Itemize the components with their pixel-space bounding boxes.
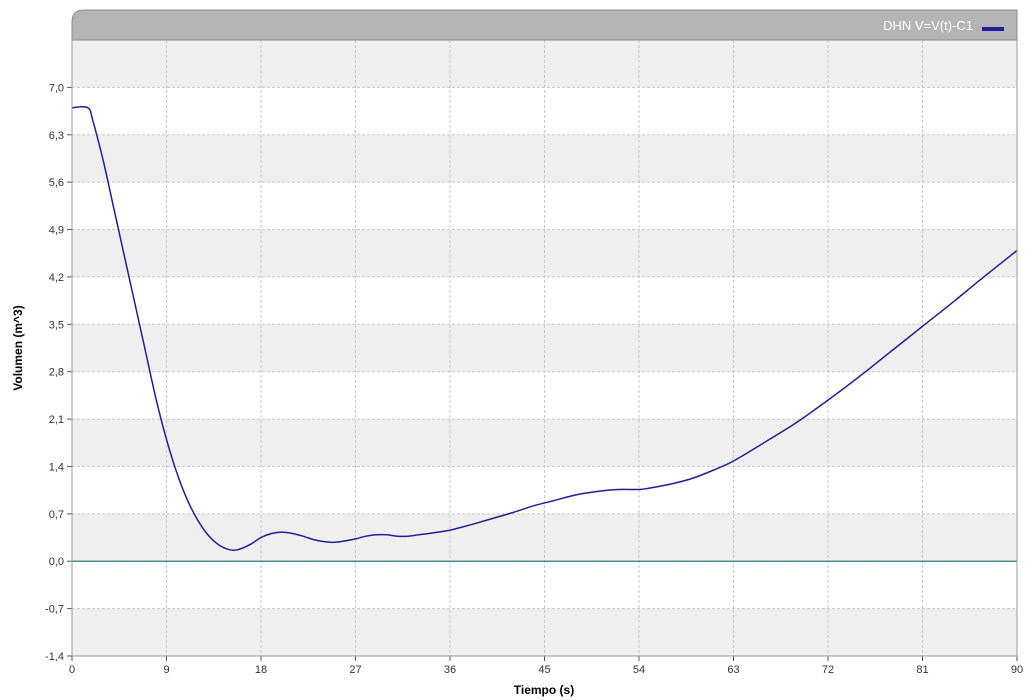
x-tick-label: 63	[727, 664, 739, 676]
y-tick-label: -0,7	[45, 604, 64, 616]
y-tick-label: 7,0	[49, 82, 64, 94]
x-tick-label: 36	[444, 664, 456, 676]
x-tick-label: 90	[1011, 664, 1023, 676]
y-tick-labels: -1,4 -0,7 0,0 0,7 1,4 2,1 2,8 3,5 4,2 4,9 5,6 6,3 7,…	[45, 82, 64, 663]
x-tick-label: 18	[255, 664, 267, 676]
x-tick-label: 81	[916, 664, 928, 676]
legend-label: DHN V=V(t)-C1	[883, 18, 973, 33]
y-tick-label: 6,3	[49, 130, 64, 142]
x-tick-label: 9	[163, 664, 169, 676]
y-tick-label: -1,4	[45, 651, 64, 663]
y-tick-label: 2,8	[49, 367, 64, 379]
series-layer	[71, 105, 1018, 562]
x-tick-label: 72	[822, 664, 834, 676]
x-tick-label: 27	[349, 664, 361, 676]
x-tick-label: 0	[69, 664, 75, 676]
legend-swatch	[982, 27, 1004, 31]
series-line	[71, 105, 1018, 552]
y-tick-label: 4,9	[49, 225, 64, 237]
legend-header	[71, 9, 1018, 41]
y-tick-label: 1,4	[49, 461, 64, 473]
y-axis-title: Volumen (m^3)	[11, 305, 25, 390]
y-tick-label: 4,2	[49, 272, 64, 284]
x-axis-title: Tiempo (s)	[514, 683, 574, 697]
y-tick-label: 5,6	[49, 177, 64, 189]
x-tick-label: 54	[633, 664, 645, 676]
x-tick-label: 45	[538, 664, 550, 676]
x-tick-labels: 0 9 18 27 36 45 54 63 72 81 90	[69, 664, 1023, 676]
y-tick-label: 3,5	[49, 319, 64, 331]
y-tick-label: 0,0	[49, 556, 64, 568]
y-tick-label: 0,7	[49, 509, 64, 521]
y-tick-label: 2,1	[49, 414, 64, 426]
